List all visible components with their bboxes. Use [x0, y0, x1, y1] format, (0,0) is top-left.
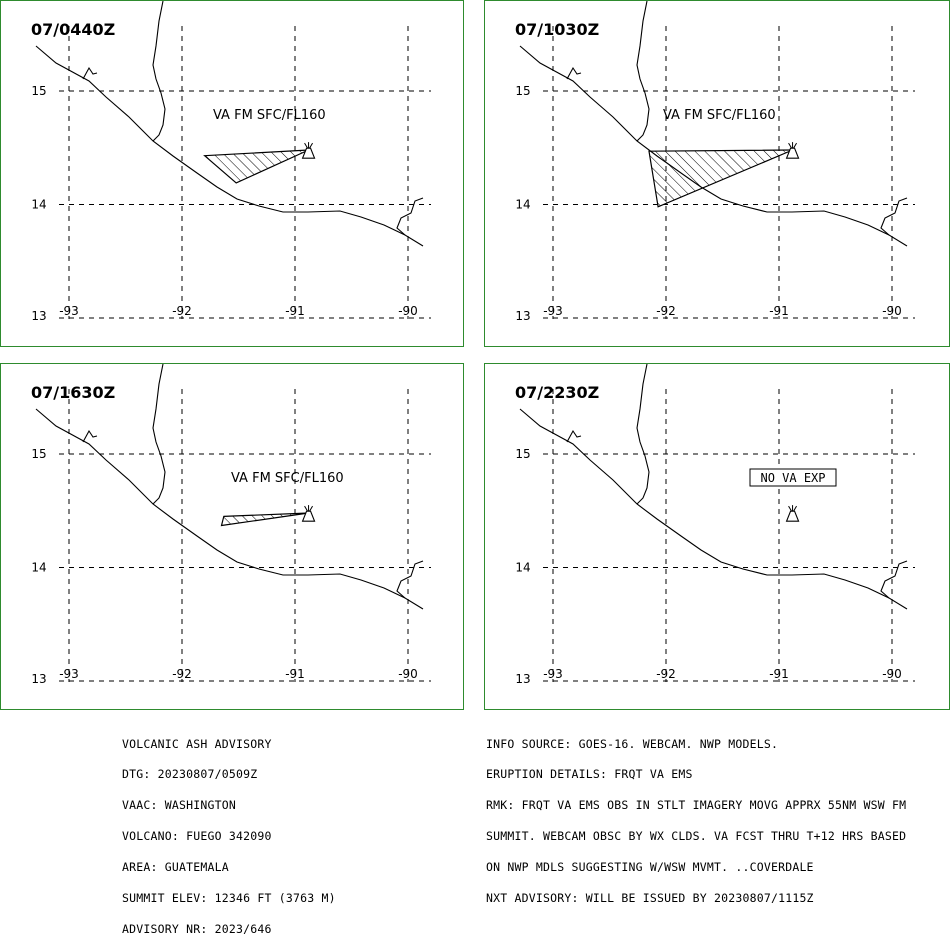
- lat-lon-grid: [59, 389, 431, 682]
- longitude-label: -93: [543, 667, 563, 681]
- longitude-label: -92: [656, 304, 676, 318]
- map-canvas: -93 -92 -91 -90 15 14 13 07/1630Z VA FM SFC/FL16…: [31, 364, 431, 686]
- longitude-label: -90: [882, 304, 902, 318]
- country-border: [152, 364, 166, 505]
- coast-inlet: [82, 66, 98, 80]
- advisory-number: ADVISORY NR: 2023/646: [122, 921, 272, 936]
- longitude-label: -93: [59, 667, 79, 681]
- longitude-label: -93: [59, 304, 79, 318]
- country-border-east: [396, 197, 424, 236]
- volcano-icon: [785, 510, 800, 522]
- coastline: [35, 408, 424, 610]
- coastline: [35, 45, 424, 247]
- eruption-plume-icon: [788, 505, 797, 512]
- longitude-label: -90: [398, 304, 418, 318]
- map-panel-3: -93 -92 -91 -90 15 14 13 07/1630Z VA FM SFC/FL16…: [0, 363, 464, 710]
- coastline: [519, 45, 908, 247]
- volcano-icon: [301, 510, 316, 522]
- map-canvas: -93 -92 -91 -90 15 14 13 07/0440Z VA FM SFC/FL16…: [31, 1, 431, 323]
- longitude-label: -91: [769, 667, 789, 681]
- advisory-dtg: DTG: 20230807/0509Z: [122, 767, 258, 782]
- lat-lon-grid: [543, 26, 915, 319]
- latitude-label: 15: [31, 447, 46, 461]
- advisory-vaac: VAAC: WASHINGTON: [122, 798, 236, 813]
- latitude-label: 14: [31, 198, 46, 212]
- latitude-label: 14: [515, 198, 530, 212]
- longitude-label: -91: [769, 304, 789, 318]
- map-panel-4: -93 -92 -91 -90 15 14 13 07/2230Z NO VA EXP: [484, 363, 950, 710]
- longitude-label: -90: [882, 667, 902, 681]
- country-border: [636, 364, 650, 505]
- next-advisory: NXT ADVISORY: WILL BE ISSUED BY 20230807…: [486, 891, 814, 906]
- remarks-line-2: SUMMIT. WEBCAM OBSC BY WX CLDS. VA FCST …: [486, 829, 907, 844]
- advisory-info-block: INFO SOURCE: GOES-16. WEBCAM. NWP MODELS…: [486, 718, 906, 914]
- valid-time-label: 07/2230Z: [515, 383, 599, 402]
- ash-cloud-label: VA FM SFC/FL160: [663, 108, 776, 123]
- ash-cloud-label: VA FM SFC/FL160: [213, 108, 326, 123]
- advisory-summit-elev: SUMMIT ELEV: 12346 FT (3763 M): [122, 891, 336, 906]
- longitude-label: -93: [543, 304, 563, 318]
- longitude-label: -92: [656, 667, 676, 681]
- eruption-plume-icon: [304, 142, 313, 149]
- latitude-label: 13: [31, 309, 46, 323]
- longitude-label: -91: [285, 304, 305, 318]
- country-border-east: [880, 197, 908, 236]
- no-ash-frame: [749, 468, 837, 487]
- ash-cloud-area: [203, 149, 309, 184]
- remarks-line-3: ON NWP MDLS SUGGESTING W/WSW MVMT. ..COV…: [486, 860, 814, 875]
- latitude-label: 13: [31, 672, 46, 686]
- latitude-label: 14: [515, 561, 530, 575]
- country-border: [636, 1, 650, 142]
- latitude-label: 15: [515, 84, 530, 98]
- coast-inlet: [82, 429, 98, 443]
- eruption-plume-icon: [304, 505, 313, 512]
- coast-inlet: [566, 429, 582, 443]
- lat-lon-grid: [543, 389, 915, 682]
- latitude-label: 14: [31, 561, 46, 575]
- no-ash-box: NO VA EXP: [749, 468, 837, 487]
- advisory-volcano: VOLCANO: FUEGO 342090: [122, 829, 272, 844]
- lat-lon-grid: [59, 26, 431, 319]
- advisory-title: VOLCANIC ASH ADVISORY: [122, 736, 272, 751]
- remarks-line-1: RMK: FRQT VA EMS OBS IN STLT IMAGERY MOV…: [486, 798, 907, 813]
- valid-time-label: 07/0440Z: [31, 20, 115, 39]
- map-canvas: -93 -92 -91 -90 15 14 13 07/2230Z NO VA EXP: [515, 364, 915, 686]
- latitude-label: 13: [515, 309, 530, 323]
- valid-time-label: 07/1030Z: [515, 20, 599, 39]
- coastline: [519, 408, 908, 610]
- coast-inlet: [566, 66, 582, 80]
- country-border-east: [880, 560, 908, 599]
- volcano-icon: [301, 147, 316, 159]
- ash-cloud-area: [220, 512, 309, 527]
- longitude-label: -92: [172, 667, 192, 681]
- map-canvas: -93 -92 -91 -90 15 14 13 07/1030Z VA FM SFC/FL16…: [515, 1, 915, 323]
- latitude-label: 15: [31, 84, 46, 98]
- valid-time-label: 07/1630Z: [31, 383, 115, 402]
- longitude-label: -92: [172, 304, 192, 318]
- longitude-label: -90: [398, 667, 418, 681]
- longitude-label: -91: [285, 667, 305, 681]
- eruption-plume-icon: [788, 142, 797, 149]
- ash-cloud-area: [648, 149, 793, 208]
- map-panel-2: -93 -92 -91 -90 15 14 13 07/1030Z VA FM SFC/FL16…: [484, 0, 950, 347]
- info-source: INFO SOURCE: GOES-16. WEBCAM. NWP MODELS…: [486, 736, 779, 751]
- country-border: [152, 1, 166, 142]
- volcano-icon: [785, 147, 800, 159]
- ash-cloud-label: VA FM SFC/FL160: [231, 471, 344, 486]
- map-panel-1: -93 -92 -91 -90 15 14 13 07/0440Z VA FM SFC/FL16…: [0, 0, 464, 347]
- latitude-label: 15: [515, 447, 530, 461]
- advisory-header-block: VOLCANIC ASH ADVISORY DTG: 20230807/0509…: [122, 718, 336, 945]
- eruption-details: ERUPTION DETAILS: FRQT VA EMS: [486, 767, 693, 782]
- country-border-east: [396, 560, 424, 599]
- latitude-label: 13: [515, 672, 530, 686]
- no-ash-label: NO VA EXP: [760, 471, 825, 485]
- advisory-area: AREA: GUATEMALA: [122, 860, 229, 875]
